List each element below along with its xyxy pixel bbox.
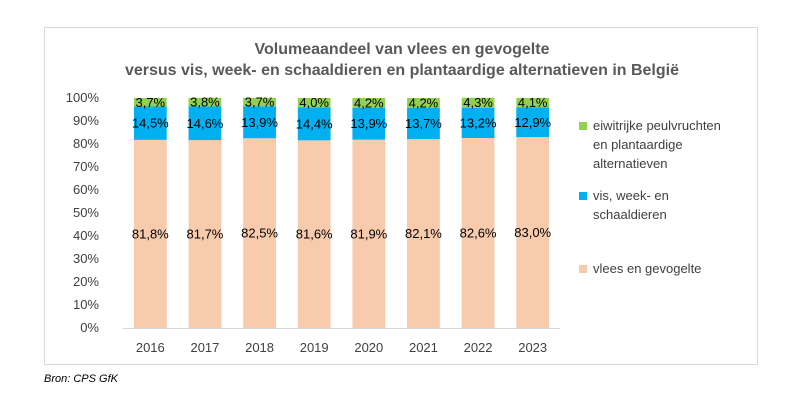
- data-label: 82,1%: [405, 226, 442, 241]
- data-label: 82,5%: [241, 226, 278, 241]
- y-tick-label: 40%: [73, 228, 99, 243]
- bar-segment-1: [407, 139, 440, 328]
- y-tick-label: 100%: [66, 90, 100, 105]
- bar-segment-2: [297, 107, 331, 141]
- y-tick-label: 50%: [73, 205, 99, 220]
- data-label: 81,6%: [296, 227, 333, 242]
- bar-segment-1: [188, 140, 222, 328]
- data-label: 14,6%: [187, 116, 224, 131]
- legend-label: alternatieven: [593, 156, 667, 171]
- chart-title-line-2: versus vis, week- en schaaldieren en pla…: [125, 62, 679, 79]
- bar-segment-2: [133, 106, 167, 140]
- source-note: Bron: CPS GfK: [44, 373, 118, 385]
- data-label: 4,2%: [409, 95, 439, 110]
- data-label: 4,0%: [299, 95, 329, 110]
- legend-swatch: [579, 192, 587, 200]
- stacked-bar-chart: Volumeaandeel van vlees en gevogelte vers…: [66, 41, 721, 355]
- legend-label: schaaldieren: [593, 207, 667, 222]
- bar-segment-3: [297, 98, 331, 108]
- bar-segment-3: [133, 98, 167, 107]
- data-label: 13,9%: [241, 115, 278, 130]
- data-label: 13,9%: [350, 116, 387, 131]
- bar-segment-1: [352, 139, 386, 328]
- bar-segment-1: [461, 138, 495, 328]
- bar-segment-2: [407, 107, 440, 140]
- data-label: 14,5%: [132, 116, 169, 131]
- data-label: 4,3%: [463, 95, 493, 110]
- x-tick-label: 2018: [245, 340, 274, 355]
- legend-swatch: [579, 122, 587, 130]
- y-tick-label: 20%: [73, 274, 99, 289]
- bar-segment-3: [461, 97, 495, 108]
- data-label: 12,9%: [514, 115, 551, 130]
- bar-segment-1: [133, 139, 167, 328]
- data-label: 3,7%: [245, 95, 275, 110]
- y-tick-label: 70%: [73, 159, 99, 174]
- data-label: 13,7%: [405, 116, 442, 131]
- data-label: 3,7%: [135, 95, 165, 110]
- data-label: 81,9%: [350, 226, 387, 241]
- bar-segment-1: [297, 140, 331, 328]
- bar-segment-3: [516, 98, 550, 108]
- chart-frame: Volumeaandeel van vlees en gevogelte vers…: [44, 27, 758, 365]
- legend-label: vlees en gevogelte: [593, 261, 701, 276]
- x-axis: 2016 2017 2018 2019 2020 2021 2022 2023: [123, 328, 560, 355]
- chart-title: Volumeaandeel van vlees en gevogelte vers…: [125, 41, 679, 79]
- legend-label: en plantaardige: [593, 137, 683, 152]
- data-label: 81,8%: [132, 226, 169, 241]
- data-label: 81,7%: [187, 227, 224, 242]
- bar-segment-2: [243, 106, 276, 139]
- legend: eiwitrijke peulvruchten en plantaardige al…: [579, 118, 721, 276]
- x-tick-label: 2016: [136, 340, 165, 355]
- bar-segment-3: [407, 98, 440, 108]
- legend-label: vis, week- en: [593, 188, 669, 203]
- x-tick-label: 2023: [518, 340, 547, 355]
- chart-title-line-1: Volumeaandeel van vlees en gevogelte: [255, 41, 550, 58]
- bar-segment-1: [516, 137, 550, 328]
- legend-swatch: [579, 265, 587, 273]
- data-label: 3,8%: [190, 95, 220, 110]
- bar-segment-1: [243, 138, 276, 328]
- data-label: 4,2%: [354, 95, 384, 110]
- legend-label: eiwitrijke peulvruchten: [593, 118, 721, 133]
- y-tick-label: 10%: [73, 297, 99, 312]
- data-label: 13,2%: [460, 115, 497, 130]
- y-axis: 0% 10% 20% 30% 40% 50% 60% 70% 80% 90% 100%: [66, 90, 100, 335]
- x-tick-label: 2022: [464, 340, 493, 355]
- y-tick-label: 90%: [73, 113, 99, 128]
- bar-segment-2: [188, 106, 222, 141]
- y-tick-label: 0%: [80, 320, 99, 335]
- bar-segment-2: [461, 107, 495, 139]
- y-tick-label: 60%: [73, 182, 99, 197]
- x-tick-label: 2019: [300, 340, 329, 355]
- data-label: 83,0%: [514, 225, 551, 240]
- y-tick-label: 30%: [73, 251, 99, 266]
- x-tick-label: 2021: [409, 340, 438, 355]
- x-tick-label: 2017: [190, 340, 219, 355]
- bar-segment-2: [516, 107, 550, 138]
- y-tick-label: 80%: [73, 136, 99, 151]
- bar-segment-3: [352, 98, 386, 108]
- data-label: 14,4%: [296, 116, 333, 131]
- bar-segment-3: [243, 97, 276, 107]
- bars: 81,8% 14,5% 3,7% 81,7% 14,6% 3,8% 82,5% 13,9% 3,…: [132, 95, 552, 328]
- bar-segment-3: [188, 97, 222, 107]
- data-label: 4,1%: [518, 95, 548, 110]
- data-label: 82,6%: [460, 226, 497, 241]
- bar-segment-2: [352, 107, 386, 140]
- x-tick-label: 2020: [354, 340, 383, 355]
